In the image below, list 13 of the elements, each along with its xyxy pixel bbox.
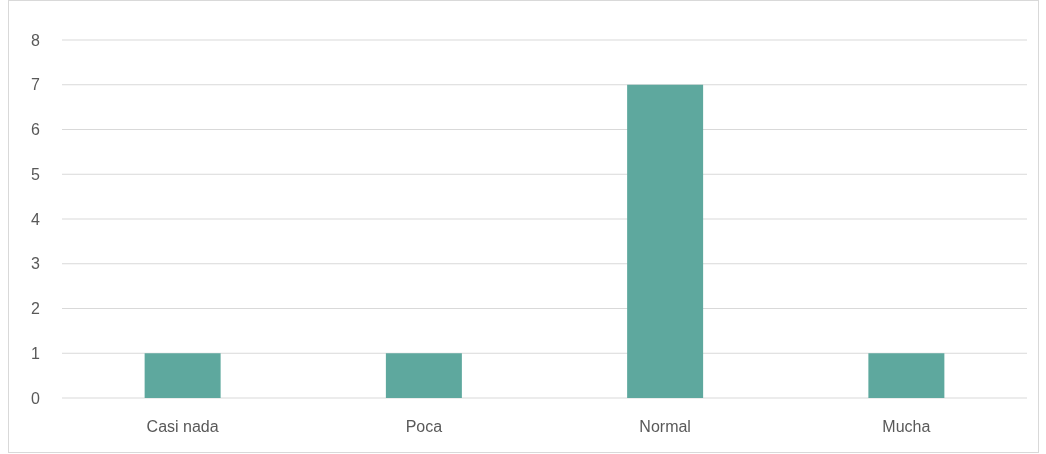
y-tick-label: 1 bbox=[31, 344, 41, 362]
y-tick-label: 0 bbox=[31, 389, 41, 407]
x-tick-label: Poca bbox=[405, 418, 443, 435]
y-tick-label: 2 bbox=[31, 300, 41, 318]
x-tick-label: Mucha bbox=[882, 418, 931, 435]
y-tick-label: 8 bbox=[31, 31, 41, 49]
x-tick-label: Normal bbox=[639, 418, 691, 435]
y-tick-label: 6 bbox=[31, 121, 41, 139]
y-tick-label: 3 bbox=[31, 255, 41, 273]
y-tick-label: 5 bbox=[31, 165, 41, 183]
x-tick-label: Casi nada bbox=[146, 418, 219, 435]
y-tick-label: 4 bbox=[31, 210, 41, 228]
y-tick-label: 7 bbox=[31, 76, 41, 94]
